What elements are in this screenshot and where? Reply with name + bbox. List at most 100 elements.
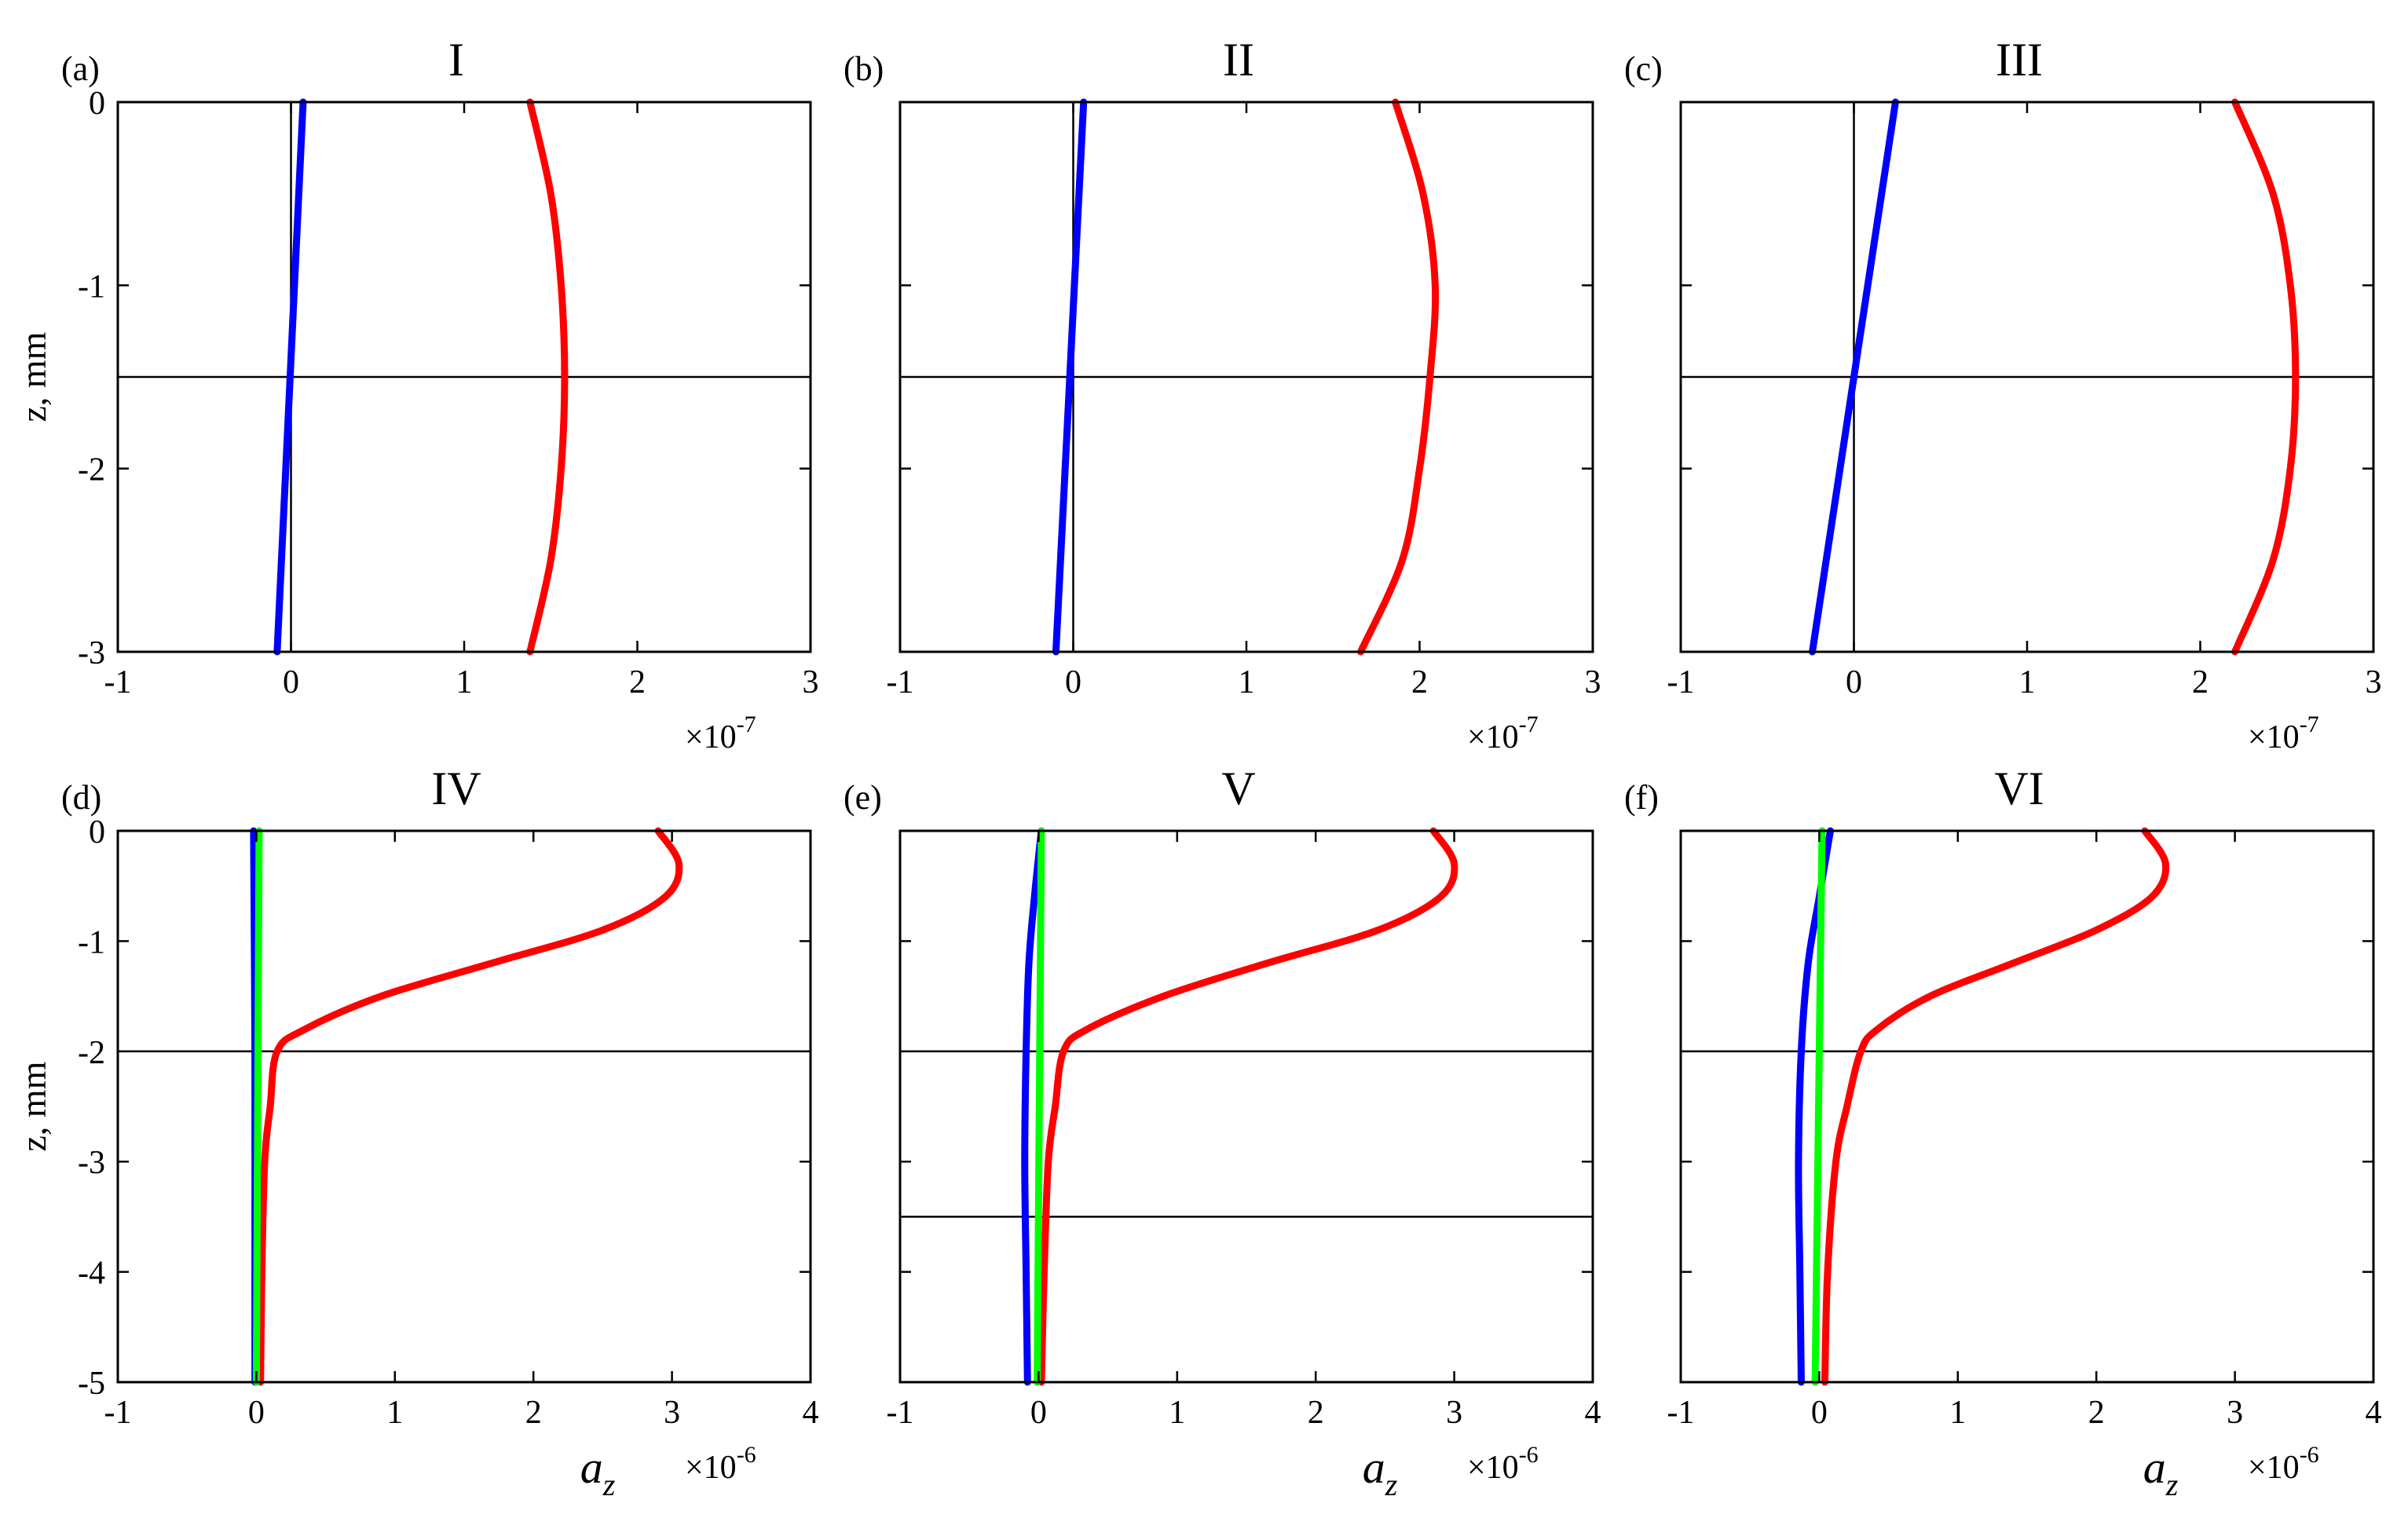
x-tick-label: 3: [2227, 1395, 2243, 1431]
x-tick-label: 1: [1169, 1395, 1185, 1431]
panel-label: (b): [844, 49, 884, 88]
panel-3: -1 0 1 2 3 (c) III ×10-7: [1624, 34, 2382, 755]
x-tick-label: 0: [1030, 1395, 1047, 1431]
series-red-line: [526, 98, 569, 656]
panel-title: IV: [431, 763, 481, 814]
y-tick-label: -4: [78, 1256, 105, 1292]
multiplier-base: ×10: [1467, 1450, 1519, 1486]
panel-label: (c): [1624, 49, 1663, 88]
x-tick-label: 1: [456, 664, 473, 700]
panel-title: I: [448, 34, 464, 86]
y-tick-label: 0: [89, 86, 105, 122]
series-blue-line: [1809, 98, 1899, 656]
x-tick-label: 1: [1949, 1395, 1966, 1431]
x-axis-title-subscript: z: [1385, 1467, 1398, 1502]
x-axis-multiplier: ×10-7: [685, 711, 756, 755]
x-axis-title-main: a: [580, 1442, 603, 1493]
x-tick-label: 0: [1846, 664, 1862, 700]
panel-4: -1 0 1 2 3 4 0 -1 -2 -3 -4 -5 (d) IV ×10-6 z, mm az: [13, 763, 819, 1502]
x-tick-label: 3: [803, 664, 819, 700]
multiplier-base: ×10: [2248, 719, 2300, 755]
x-axis-multiplier: ×10-6: [685, 1442, 756, 1486]
panel-2: -1 0 1 2 3 (b) II ×10-7: [844, 34, 1601, 755]
x-tick-label: 1: [1239, 664, 1255, 700]
series-blue-line: [1052, 98, 1088, 656]
series-red-line: [257, 827, 683, 1386]
x-tick-label: 0: [283, 664, 299, 700]
panel-label: (f): [1624, 778, 1659, 817]
x-tick-label: -1: [1667, 664, 1695, 700]
y-tick-label: -3: [78, 1145, 105, 1181]
x-tick-label: -1: [104, 1395, 132, 1431]
panel-label: (a): [61, 49, 100, 88]
panel-title: II: [1223, 34, 1254, 86]
panel-title: VI: [1994, 763, 2044, 814]
y-tick-label: -3: [78, 635, 105, 671]
multiplier-exponent: -6: [2300, 1442, 2319, 1468]
x-tick-label: 0: [248, 1395, 265, 1431]
x-tick-label: 2: [1308, 1395, 1324, 1431]
y-tick-label: -2: [78, 1035, 105, 1071]
panel-title: III: [1996, 34, 2043, 86]
x-tick-label: 3: [2366, 664, 2382, 700]
x-axis-title: az: [1363, 1442, 1398, 1502]
series-blue-line: [273, 98, 307, 656]
x-tick-label: 0: [1065, 664, 1081, 700]
x-tick-label: 2: [629, 664, 646, 700]
panel-label: (e): [844, 778, 882, 817]
y-tick-label: -5: [78, 1366, 105, 1402]
series-red-line: [1821, 827, 2170, 1386]
x-tick-label: 4: [2366, 1395, 2382, 1431]
x-tick-label: 2: [2192, 664, 2209, 700]
x-axis-title-main: a: [1363, 1442, 1385, 1493]
x-tick-label: 3: [664, 1395, 680, 1431]
x-tick-label: 4: [803, 1395, 819, 1431]
x-axis-title-main: a: [2143, 1442, 2166, 1493]
multiplier-base: ×10: [2248, 1450, 2300, 1486]
x-axis-title: az: [580, 1442, 616, 1502]
series-blue-line: [1021, 827, 1045, 1386]
x-tick-label: -1: [1667, 1395, 1695, 1431]
x-tick-label: 3: [1585, 664, 1601, 700]
x-tick-label: 1: [2019, 664, 2036, 700]
multiplier-base: ×10: [685, 1450, 737, 1486]
multiplier-exponent: -6: [1519, 1442, 1539, 1468]
series-green-line: [252, 827, 263, 1386]
multiplier-base: ×10: [685, 719, 737, 755]
x-tick-label: -1: [887, 664, 914, 700]
x-tick-label: -1: [887, 1395, 914, 1431]
x-axis-multiplier: ×10-6: [1467, 1442, 1539, 1486]
y-tick-label: 0: [89, 814, 105, 850]
multiplier-exponent: -7: [737, 711, 756, 737]
multiplier-exponent: -7: [1519, 711, 1539, 737]
x-axis-multiplier: ×10-7: [2248, 711, 2319, 755]
x-tick-label: 2: [2088, 1395, 2105, 1431]
y-tick-label: -1: [78, 269, 105, 305]
x-tick-label: 2: [525, 1395, 542, 1431]
x-axis-title: az: [2143, 1442, 2179, 1502]
x-tick-label: 1: [386, 1395, 403, 1431]
x-tick-label: 4: [1585, 1395, 1601, 1431]
plot-frame: [116, 829, 812, 1384]
multiplier-exponent: -6: [737, 1442, 756, 1468]
panel-6: -1 0 1 2 3 4 (f) VI ×10-6 az: [1624, 763, 2382, 1502]
series-red-line: [1357, 98, 1440, 656]
plot-frame: [1679, 829, 2375, 1384]
x-axis-multiplier: ×10-6: [2248, 1442, 2319, 1486]
series-red-line: [1037, 827, 1458, 1386]
multiplier-exponent: -7: [2300, 711, 2319, 737]
series-red-line: [2231, 98, 2300, 656]
x-tick-label: 3: [1446, 1395, 1462, 1431]
series-green-line: [1811, 827, 1826, 1386]
x-tick-label: 2: [1411, 664, 1428, 700]
series-green-line: [1034, 827, 1045, 1386]
panel-label: (d): [61, 778, 101, 817]
x-tick-label: 0: [1811, 1395, 1828, 1431]
y-axis-title: z, mm: [13, 331, 53, 422]
x-axis-title-subscript: z: [602, 1467, 616, 1502]
panel-1: -1 0 1 2 3 0 -1 -2 -3 (a) I ×10-7 z, mm: [13, 34, 819, 755]
y-axis-title: z, mm: [13, 1061, 53, 1151]
panel-5: -1 0 1 2 3 4 (e) V ×10-6 az: [844, 763, 1601, 1502]
y-tick-label: -1: [78, 924, 105, 960]
